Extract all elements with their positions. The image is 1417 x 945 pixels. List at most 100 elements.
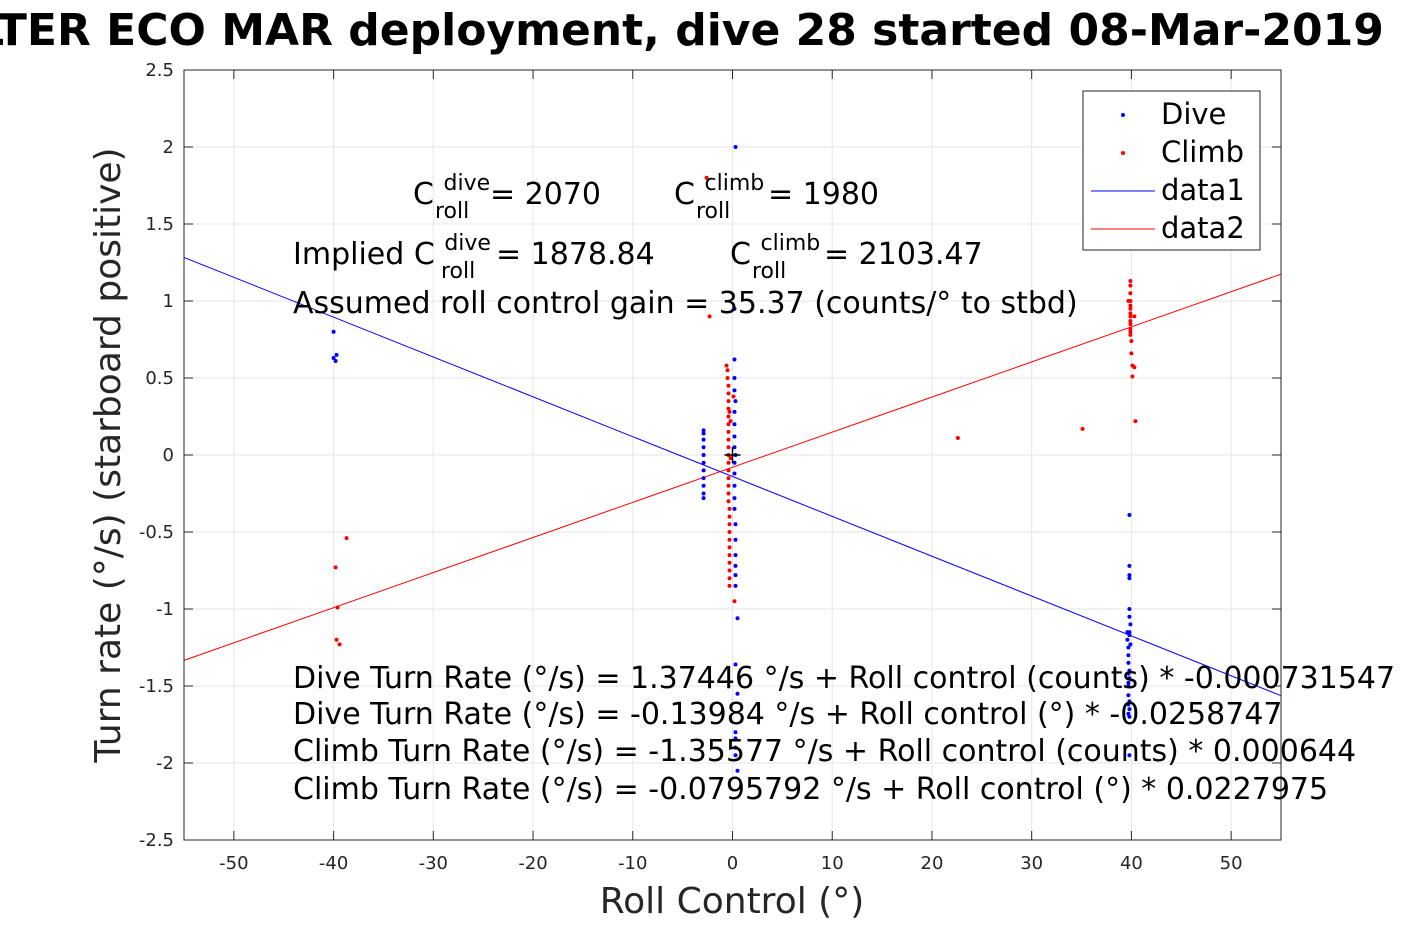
point-dive [1126, 693, 1131, 698]
point-climb [726, 460, 731, 465]
point-climb [1128, 326, 1133, 331]
y-tick-label: -2 [156, 753, 174, 774]
legend-label-data2: data2 [1161, 211, 1245, 245]
point-dive [1127, 707, 1132, 712]
point-climb [1128, 319, 1133, 324]
annotation-value: = 1878.84 [496, 237, 655, 272]
y-axis-label: Turn rate (°/s) (starboard positive) [88, 147, 129, 763]
point-climb [344, 536, 349, 541]
y-tick-label: 2 [163, 137, 174, 158]
point-dive [1126, 702, 1131, 707]
point-dive [701, 483, 706, 488]
x-tick-label: 40 [1120, 853, 1143, 874]
point-climb [724, 363, 729, 368]
point-dive [1128, 642, 1133, 647]
annotation-c-roll-dive: C dive roll = 2070 [413, 163, 601, 226]
annotation-value: = 1980 [768, 177, 879, 212]
point-dive [701, 476, 706, 481]
point-climb [727, 560, 732, 565]
point-dive [1128, 622, 1133, 627]
point-climb [726, 399, 731, 404]
point-climb [1128, 291, 1133, 296]
legend-label-dive: Dive [1161, 97, 1226, 131]
point-dive [733, 553, 738, 558]
fit-lines [183, 256, 1282, 697]
point-climb [731, 394, 736, 399]
annotation-sup: dive [444, 171, 491, 196]
point-dive [733, 662, 738, 667]
point-climb [1128, 329, 1133, 334]
point-dive [732, 409, 737, 414]
point-dive [334, 352, 339, 357]
legend-label-data1: data1 [1161, 173, 1245, 207]
point-climb [726, 437, 731, 442]
x-tick-label: -20 [518, 853, 547, 874]
point-dive [331, 329, 336, 334]
point-climb [1128, 322, 1133, 327]
point-dive [1125, 637, 1130, 642]
svg-text:C dive roll: C dive roll = 2070 [413, 163, 601, 226]
point-climb [726, 445, 731, 450]
point-dive [701, 437, 706, 442]
y-tick-label: -1 [156, 599, 174, 620]
point-climb [1128, 278, 1133, 283]
annotation-sub: roll [435, 199, 469, 224]
point-climb [727, 583, 732, 588]
point-dive [735, 691, 740, 696]
point-dive [733, 583, 738, 588]
point-dive [1127, 753, 1132, 758]
point-climb [1128, 306, 1133, 311]
point-climb [727, 506, 732, 511]
point-dive [701, 468, 706, 473]
point-dive [333, 359, 338, 364]
y-tick-label: 1 [163, 291, 174, 312]
point-climb [1133, 419, 1138, 424]
point-climb [727, 409, 732, 414]
point-climb [1129, 351, 1134, 356]
point-dive [1127, 699, 1132, 704]
point-climb [1132, 365, 1137, 370]
point-climb [334, 637, 339, 642]
point-climb [1128, 299, 1133, 303]
annotation-prefix: C [674, 177, 695, 212]
point-climb [1128, 311, 1133, 316]
point-climb [333, 565, 338, 570]
point-dive [701, 428, 706, 433]
point-dive [1127, 614, 1132, 619]
annotation-equation-2: Dive Turn Rate (°/s) = -0.13984 °/s + Ro… [293, 697, 1283, 732]
point-climb [1132, 314, 1137, 319]
svg-text:Implied C dive rol: Implied C dive roll = 1878.84 [293, 223, 655, 286]
svg-text:C climb roll: C climb roll = 1980 [674, 163, 879, 226]
point-dive [733, 537, 738, 542]
annotation-implied-dive: Implied C dive roll = 1878.84 [293, 223, 655, 286]
point-climb [727, 568, 732, 573]
point-climb [727, 514, 732, 519]
annotation-sub: roll [441, 259, 475, 284]
point-climb [337, 642, 342, 647]
point-dive [1126, 660, 1131, 665]
svg-text:C climb roll: C climb roll = 2103.47 [730, 223, 983, 286]
data-points [331, 145, 1138, 773]
point-climb [704, 175, 709, 180]
legend-box [1082, 90, 1261, 251]
annotation-sub: roll [752, 259, 786, 284]
x-tick-label: -10 [618, 853, 647, 874]
point-dive [701, 445, 706, 450]
annotation-prefix: C [413, 177, 434, 212]
annotation-prefix: C [730, 237, 751, 272]
x-tick-label: -40 [319, 853, 348, 874]
origin-marker [724, 447, 741, 463]
point-dive [732, 445, 737, 450]
point-climb [727, 530, 732, 534]
point-climb [1128, 314, 1133, 319]
point-climb [726, 422, 731, 427]
point-dive [732, 376, 737, 380]
point-climb [727, 537, 732, 542]
annotation-gain: Assumed roll control gain = 35.37 (count… [293, 286, 1078, 321]
point-dive [733, 730, 738, 735]
point-dive [732, 506, 737, 511]
point-dive [701, 496, 706, 501]
point-climb [726, 391, 731, 396]
point-climb [727, 545, 732, 550]
